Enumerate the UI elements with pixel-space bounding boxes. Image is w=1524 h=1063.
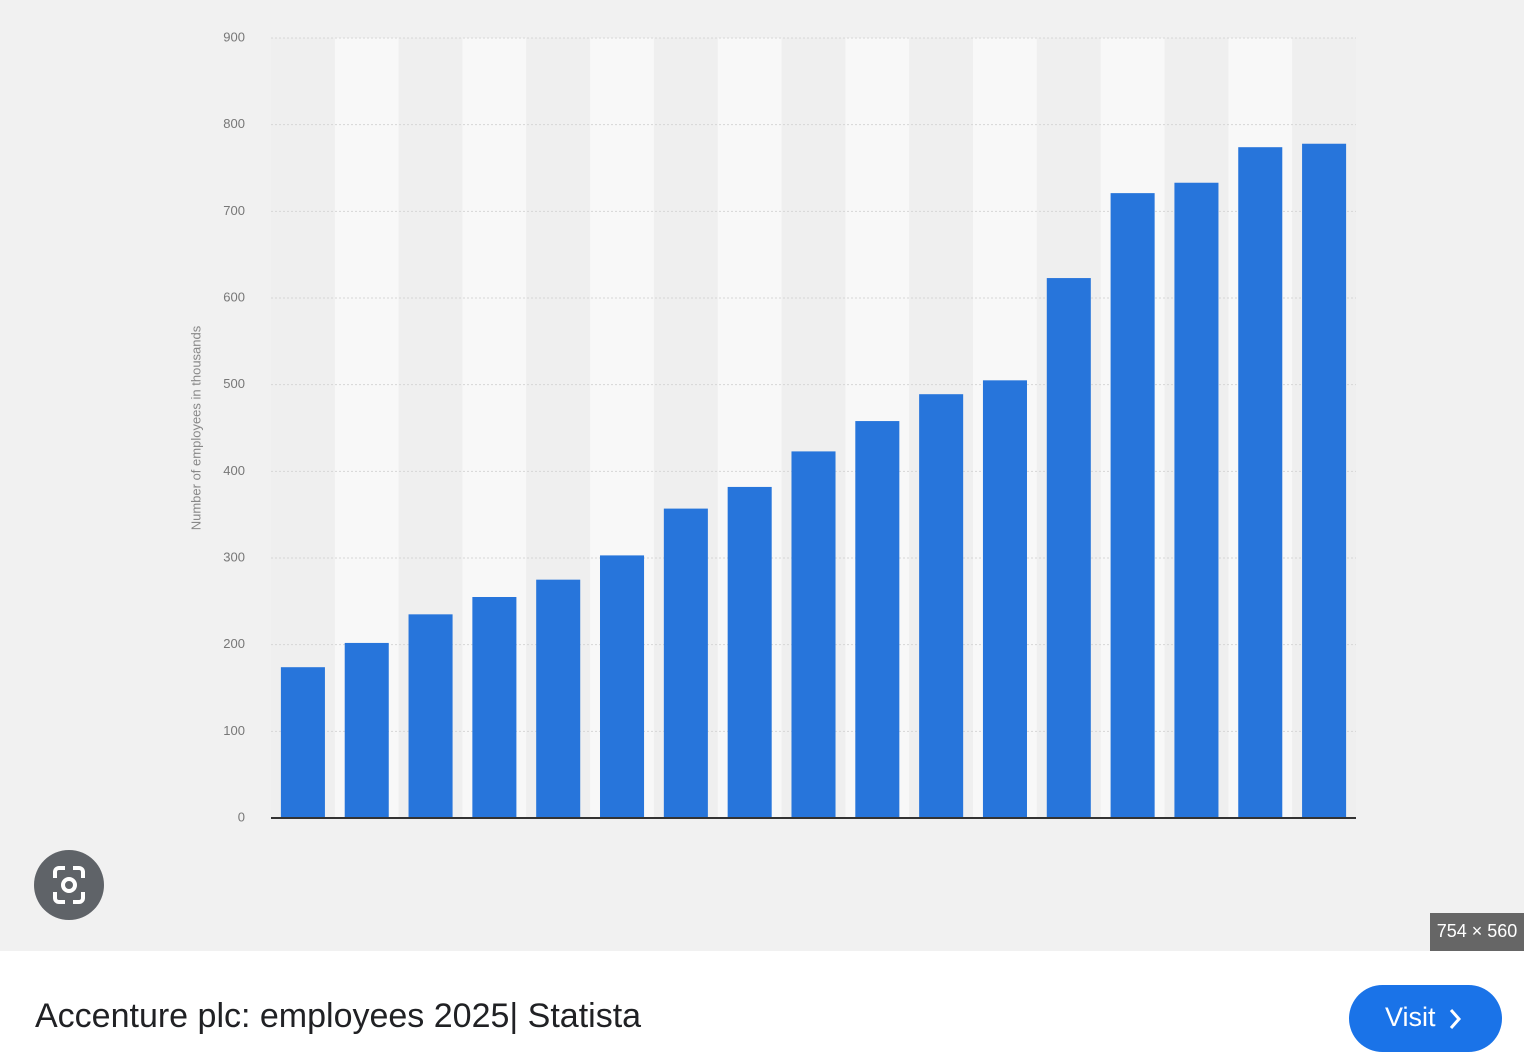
y-axis-label: Number of employees in thousands [188, 325, 203, 530]
bar [982, 380, 1027, 818]
y-tick-label: 900 [223, 29, 245, 44]
lens-button[interactable] [34, 850, 104, 920]
lens-icon [53, 866, 85, 904]
y-tick-label: 400 [223, 463, 245, 478]
visit-label: Visit [1385, 1002, 1436, 1032]
bar [1174, 182, 1219, 818]
bar [1302, 143, 1347, 818]
y-tick-label: 0 [238, 809, 245, 824]
y-tick-label: 300 [223, 549, 245, 564]
bar [600, 555, 645, 818]
y-tick-label: 600 [223, 289, 245, 304]
y-tick-label: 800 [223, 116, 245, 131]
bar [344, 642, 389, 818]
size-text: 754 × 560 [1437, 921, 1518, 941]
y-tick-label: 700 [223, 203, 245, 218]
bar [791, 451, 836, 818]
visit-button[interactable] [1349, 985, 1502, 1052]
bar [1046, 278, 1091, 819]
y-tick-label: 200 [223, 636, 245, 651]
bar [408, 614, 453, 818]
bar [855, 421, 900, 818]
bar [1238, 147, 1283, 818]
plot: 0 100 200 300 400 500 600 700 800 900 [223, 29, 1356, 824]
bar [1110, 193, 1155, 819]
bar [663, 508, 708, 818]
bar [919, 394, 964, 818]
chevron [1449, 1009, 1462, 1029]
bar [727, 486, 772, 818]
y-tick-label: 500 [223, 376, 245, 391]
bar [472, 597, 517, 818]
caption: Accenture plc: employees 2025| Statista [35, 997, 641, 1035]
y-tick-label: 100 [223, 723, 245, 738]
size-badge [1430, 913, 1524, 951]
bar [280, 667, 325, 818]
bar [536, 579, 581, 818]
